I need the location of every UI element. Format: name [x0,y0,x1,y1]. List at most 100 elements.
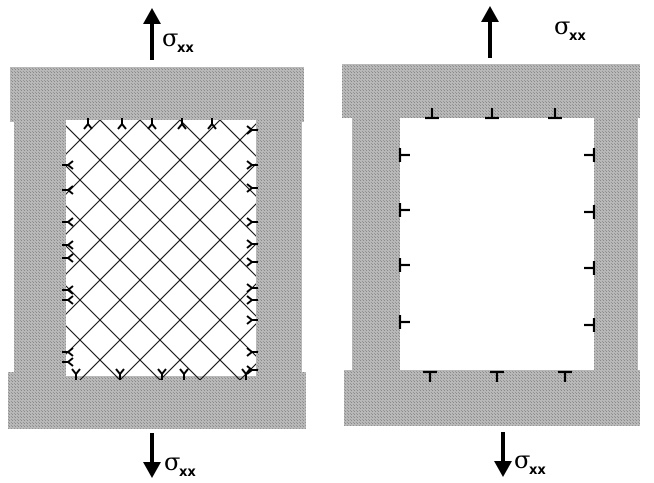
right-bottom-arrowhead [494,461,512,477]
dislocation-pileup [207,118,217,130]
pileup-stroke [246,160,258,170]
pileup-stroke [246,347,258,357]
dislocation-pileup [147,118,157,130]
dislocation-pileup [246,365,258,375]
dislocation-pileup [177,118,187,130]
pileup-stroke [62,240,74,250]
dislocation-pileup [246,347,258,357]
edge-dislocations [398,108,596,382]
pileup-stroke [62,217,74,227]
edge-dislocation [398,203,410,217]
edge-dislocation [584,261,596,275]
edge-dislocation [584,318,596,332]
dislocation-pileup [246,217,258,227]
dislocation-pileup [62,357,74,367]
dislocation-pileup [246,295,258,305]
slip-line-up [79,203,256,380]
right-bottom-sigma: σ [514,446,530,474]
pileup-stroke [62,253,74,263]
left-top-sigma: σ [162,24,178,52]
edge-dislocation [584,148,596,162]
pileup-stroke [71,368,81,380]
left-bottom-arrowhead [143,462,161,478]
left-top-stress: σ xx [143,8,194,60]
pileup-stroke [246,257,258,267]
pileup-stroke [117,118,127,130]
left-side-right [256,110,302,382]
dislocation-pileup [62,217,74,227]
right-grip-bottom [344,370,640,426]
dislocation-pileup [62,185,74,195]
pileup-stroke [207,118,217,130]
pileup-stroke [246,365,258,375]
left-top-subscript: xx [177,41,194,56]
edge-dislocation [398,148,410,162]
edge-dislocation [398,315,410,329]
edge-dislocation [425,108,439,120]
edge-dislocation [490,370,504,382]
right-side-right [594,110,638,378]
dislocation-pileup [62,295,74,305]
left-panel: σ xx σ xx [8,8,306,480]
dislocation-pileup [246,160,258,170]
edge-dislocation [423,370,437,382]
slip-line-down [139,120,256,237]
right-top-arrowhead [481,6,499,22]
dislocation-pileup [117,118,127,130]
pileup-stroke [147,118,157,130]
dislocation-pileup [115,368,125,380]
dislocation-pileup [71,368,81,380]
slip-line-up [66,123,256,315]
left-bottom-sigma: σ [164,448,180,476]
dislocation-pileup [157,368,167,380]
pileup-stroke [62,185,74,195]
slip-lines [66,120,256,380]
edge-dislocation [584,205,596,219]
edge-dislocation [548,108,562,120]
pileup-stroke [62,357,74,367]
dislocation-pileup [246,125,258,135]
slip-line-down [66,125,256,317]
dislocation-pileup [62,240,74,250]
dislocation-pileup [246,183,258,193]
pileup-stroke [246,295,258,305]
dislocation-pileup [62,285,74,295]
right-bottom-subscript: xx [529,463,546,478]
dislocation-pileup [246,283,258,293]
pileup-stroke [157,368,167,380]
edge-dislocation [398,258,410,272]
dislocation-pileup [246,257,258,267]
pileup-stroke [62,160,74,170]
slip-line-up [119,243,256,380]
edge-dislocation [558,370,572,382]
right-grain-interior [400,118,594,370]
dislocation-pileup [62,253,74,263]
dislocation-pileup [246,315,258,325]
dislocation-pileup [62,347,74,357]
pileup-stroke [83,118,93,130]
slip-line-down [66,245,201,380]
right-side-left [352,110,400,378]
slip-line-up [66,163,256,355]
slip-line-down [66,205,241,380]
right-top-stress: σ xx [481,6,586,58]
left-side-left [14,110,66,382]
edge-dislocation [485,108,499,120]
pileup-stroke [246,315,258,325]
right-top-sigma: σ [554,12,570,40]
pileup-stroke [246,183,258,193]
dislocation-pileup [83,118,93,130]
pileup-stroke [62,285,74,295]
dislocation-pileups [62,118,258,380]
pileup-stroke [62,295,74,305]
pileup-stroke [246,283,258,293]
pileup-stroke [115,368,125,380]
slip-line-up [66,120,221,275]
dislocation-pileup [179,368,189,380]
dislocation-pileup [62,160,74,170]
slip-line-up [66,120,181,235]
pileup-stroke [179,368,189,380]
slip-line-down [99,120,256,277]
pileup-stroke [177,118,187,130]
